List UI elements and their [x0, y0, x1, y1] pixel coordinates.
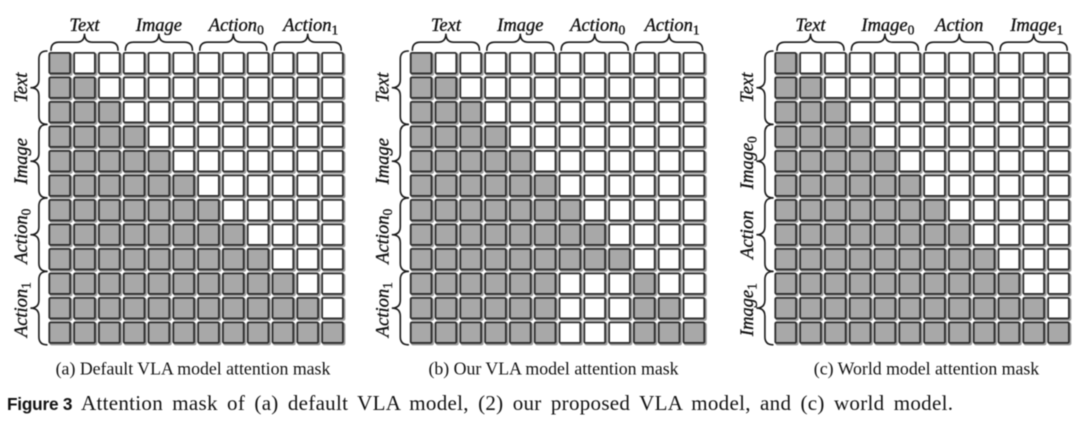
svg-text:Attention mask of (a) default: Attention mask of (a) default VLA model,…	[81, 391, 953, 415]
svg-text:Image: Image	[496, 16, 543, 36]
svg-text:Figure 3: Figure 3	[7, 394, 72, 414]
svg-text:Text: Text	[431, 16, 462, 36]
svg-text:Action1: Action1	[643, 16, 700, 38]
svg-text:Image: Image	[135, 16, 182, 36]
svg-text:Image1: Image1	[738, 283, 760, 337]
svg-text:(b) Our VLA model attention ma: (b) Our VLA model attention mask	[428, 358, 678, 379]
svg-text:(c) World model attention mask: (c) World model attention mask	[814, 358, 1039, 379]
svg-text:Image0: Image0	[738, 136, 760, 190]
svg-text:Text: Text	[373, 72, 393, 103]
svg-text:Action: Action	[933, 16, 983, 36]
svg-text:Action0: Action0	[568, 16, 625, 38]
svg-text:Image1: Image1	[1009, 16, 1063, 38]
svg-text:Text: Text	[738, 72, 758, 103]
svg-text:Action1: Action1	[12, 282, 34, 339]
svg-text:Image: Image	[12, 138, 32, 185]
svg-text:Action1: Action1	[373, 282, 395, 339]
svg-text:Image: Image	[373, 138, 393, 185]
svg-text:Action0: Action0	[207, 16, 264, 38]
svg-text:Action: Action	[738, 211, 758, 261]
svg-text:Action0: Action0	[12, 208, 34, 265]
svg-text:Text: Text	[12, 72, 32, 103]
svg-text:(a) Default VLA model attentio: (a) Default VLA model attention mask	[56, 358, 331, 379]
svg-text:Action1: Action1	[281, 16, 338, 38]
svg-text:Text: Text	[795, 16, 826, 36]
svg-text:Action0: Action0	[373, 208, 395, 265]
svg-text:Image0: Image0	[860, 16, 914, 38]
svg-text:Text: Text	[69, 16, 100, 36]
